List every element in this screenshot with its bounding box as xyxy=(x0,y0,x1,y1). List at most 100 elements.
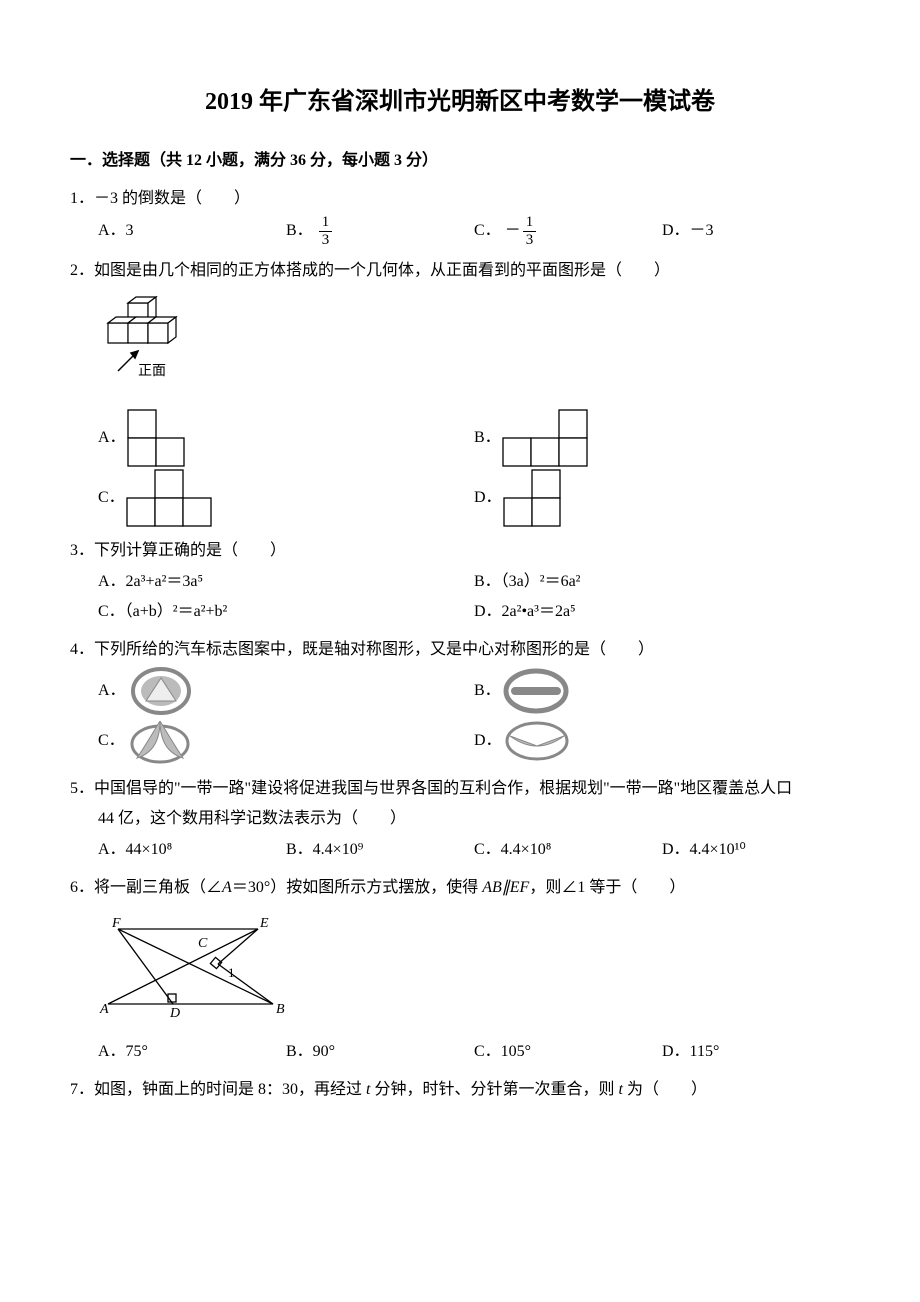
q7-text-c: 为（ ） xyxy=(623,1081,707,1098)
q2-opt-d: D． xyxy=(474,468,850,528)
q3-opt-b: B．（3a）²＝6a² xyxy=(474,567,850,597)
q6-num: 6． xyxy=(70,879,94,896)
q4-b-label: B． xyxy=(474,676,501,706)
q1-opt-b: B． 13 xyxy=(286,214,474,248)
q2-d-label: D． xyxy=(474,483,502,513)
car-logo-c-icon xyxy=(125,716,195,766)
label-F: F xyxy=(111,916,121,931)
q4-opt-c: C． xyxy=(98,716,474,766)
q5-num: 5． xyxy=(70,780,94,797)
q6-opt-c: C．105° xyxy=(474,1037,662,1067)
question-2: 2．如图是由几个相同的正方体搭成的一个几何体，从正面看到的平面图形是（ ） xyxy=(70,256,850,528)
q5-b-text: B．4.4×10⁹ xyxy=(286,835,363,865)
q1-opt-c: C． － 13 xyxy=(474,214,662,248)
front-label: 正面 xyxy=(138,364,166,379)
q3-b-text: B．（3a）²＝6a² xyxy=(474,567,580,597)
q3-d-text: D．2a²•a³＝2a⁵ xyxy=(474,597,576,627)
section-header: 一．选择题（共 12 小题，满分 36 分，每小题 3 分） xyxy=(70,146,850,176)
question-4: 4．下列所给的汽车标志图案中，既是轴对称图形，又是中心对称图形的是（ ） A． … xyxy=(70,635,850,765)
q3-num: 3． xyxy=(70,542,94,559)
label-B: B xyxy=(276,1002,285,1017)
question-5: 5．中国倡导的"一带一路"建设将促进我国与世界各国的互利合作，根据规划"一带一路… xyxy=(70,774,850,865)
q2-b-label: B． xyxy=(474,423,501,453)
question-7: 7．如图，钟面上的时间是 8：30，再经过 t 分钟，时针、分针第一次重合，则 … xyxy=(70,1075,850,1105)
q6-c-text: C．105° xyxy=(474,1037,531,1067)
q1-b-label: B． xyxy=(286,216,313,246)
q4-options-row1: A． B． xyxy=(70,666,850,716)
q4-c-label: C． xyxy=(98,726,125,756)
cube-3d-icon: 正面 xyxy=(98,293,188,393)
q1-c-label: C． xyxy=(474,216,501,246)
grid-b-icon xyxy=(501,408,601,468)
triangle-diagram-icon: F E C A D B 1 xyxy=(98,909,298,1019)
q1-opt-a: A．3 xyxy=(98,214,286,248)
q3-options-row2: C．（a+b）²＝a²+b² D．2a²•a³＝2a⁵ xyxy=(70,597,850,627)
label-1: 1 xyxy=(228,965,235,980)
fraction-icon: 13 xyxy=(523,214,537,248)
q5-opt-a: A．44×10⁸ xyxy=(98,835,286,865)
q4-a-label: A． xyxy=(98,676,126,706)
grid-a-icon xyxy=(126,408,226,468)
q2-cube-figure: 正面 xyxy=(98,293,850,404)
label-C: C xyxy=(198,936,208,951)
q7-stem: 7．如图，钟面上的时间是 8：30，再经过 t 分钟，时针、分针第一次重合，则 … xyxy=(70,1075,850,1105)
q6-options: A．75° B．90° C．105° D．115° xyxy=(70,1037,850,1067)
q6-b-text: B．90° xyxy=(286,1037,335,1067)
label-A: A xyxy=(99,1002,109,1017)
q5-opt-c: C．4.4×10⁸ xyxy=(474,835,662,865)
q4-opt-a: A． xyxy=(98,666,474,716)
grid-c-icon xyxy=(125,468,225,528)
q1-d-text: D．－3 xyxy=(662,216,714,246)
q1-b-den: 3 xyxy=(319,232,333,249)
q7-text-b: 分钟，时针、分针第一次重合，则 xyxy=(370,1081,618,1098)
q5-stem2: 44 亿，这个数用科学记数法表示为（ ） xyxy=(70,804,850,834)
q4-num: 4． xyxy=(70,641,94,658)
q2-c-label: C． xyxy=(98,483,125,513)
q5-a-text: A．44×10⁸ xyxy=(98,835,172,865)
q1-text: －3 的倒数是（ ） xyxy=(94,190,250,207)
q1-c-num: 1 xyxy=(523,214,537,232)
q7-text-a: 如图，钟面上的时间是 8：30，再经过 xyxy=(94,1081,366,1098)
q4-text: 下列所给的汽车标志图案中，既是轴对称图形，又是中心对称图形的是（ ） xyxy=(94,641,654,658)
q4-opt-b: B． xyxy=(474,666,850,716)
q6-text-b: ＝30°）按如图所示方式摆放，使得 xyxy=(232,879,482,896)
q1-b-num: 1 xyxy=(319,214,333,232)
q5-stem: 5．中国倡导的"一带一路"建设将促进我国与世界各国的互利合作，根据规划"一带一路… xyxy=(70,774,850,804)
q1-stem: 1．－3 的倒数是（ ） xyxy=(70,184,850,214)
q5-options: A．44×10⁸ B．4.4×10⁹ C．4.4×10⁸ D．4.4×10¹⁰ xyxy=(70,835,850,865)
q3-a-text: A．2a³+a²＝3a⁵ xyxy=(98,567,203,597)
q3-opt-c: C．（a+b）²＝a²+b² xyxy=(98,597,474,627)
q2-opt-b: B． xyxy=(474,408,850,468)
q1-c-den: 3 xyxy=(523,232,537,249)
q1-num: 1． xyxy=(70,190,94,207)
q6-a-text: A．75° xyxy=(98,1037,148,1067)
q6-A-ital: A xyxy=(222,879,232,896)
car-logo-b-icon xyxy=(501,666,571,716)
q3-text: 下列计算正确的是（ ） xyxy=(94,542,286,559)
fraction-icon: 13 xyxy=(319,214,333,248)
q4-stem: 4．下列所给的汽车标志图案中，既是轴对称图形，又是中心对称图形的是（ ） xyxy=(70,635,850,665)
q3-c-text: C．（a+b）²＝a²+b² xyxy=(98,597,227,627)
q2-a-label: A． xyxy=(98,423,126,453)
q3-opt-a: A．2a³+a²＝3a⁵ xyxy=(98,567,474,597)
question-3: 3．下列计算正确的是（ ） A．2a³+a²＝3a⁵ B．（3a）²＝6a² C… xyxy=(70,536,850,627)
q5-d-text: D．4.4×10¹⁰ xyxy=(662,835,746,865)
q6-opt-a: A．75° xyxy=(98,1037,286,1067)
q3-options-row1: A．2a³+a²＝3a⁵ B．（3a）²＝6a² xyxy=(70,567,850,597)
q2-opt-a: A． xyxy=(98,408,474,468)
q6-d-text: D．115° xyxy=(662,1037,719,1067)
q5-c-text: C．4.4×10⁸ xyxy=(474,835,551,865)
grid-d-icon xyxy=(502,468,602,528)
q4-opt-d: D． xyxy=(474,716,850,766)
q1-c-neg: － xyxy=(505,216,521,246)
q6-figure: F E C A D B 1 xyxy=(70,909,850,1030)
q5-text: 中国倡导的"一带一路"建设将促进我国与世界各国的互利合作，根据规划"一带一路"地… xyxy=(94,780,792,797)
q3-opt-d: D．2a²•a³＝2a⁵ xyxy=(474,597,850,627)
q1-a-text: A．3 xyxy=(98,216,134,246)
q1-opt-d: D．－3 xyxy=(662,214,850,248)
q6-abef: AB∥EF xyxy=(482,879,529,896)
q6-text-a: 将一副三角板（∠ xyxy=(94,879,222,896)
q6-stem: 6．将一副三角板（∠A＝30°）按如图所示方式摆放，使得 AB∥EF，则∠1 等… xyxy=(70,873,850,903)
q2-opt-c: C． xyxy=(98,468,474,528)
car-logo-d-icon xyxy=(502,716,572,766)
